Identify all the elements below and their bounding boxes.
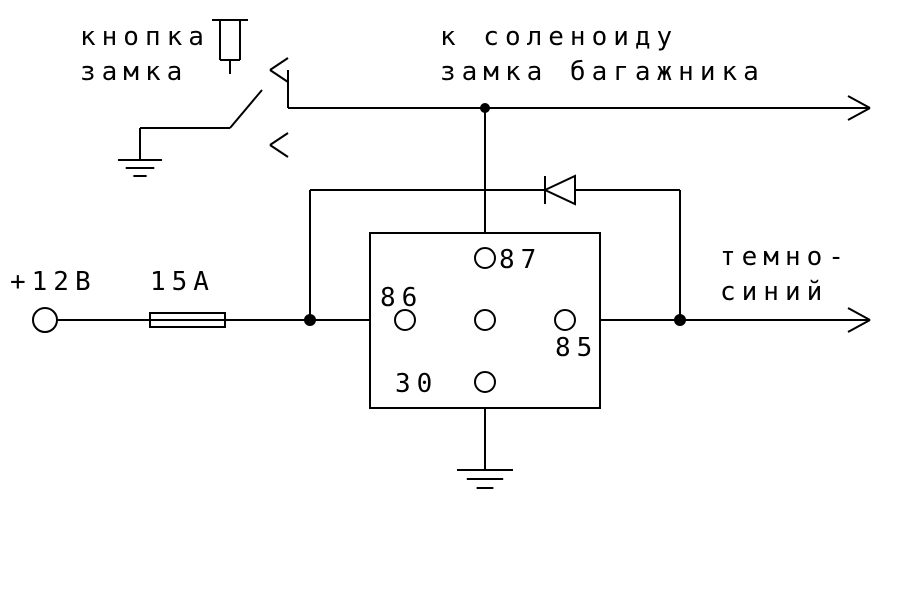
terminal-12v — [33, 308, 57, 332]
label-button-line2: замка — [80, 57, 188, 87]
label-pin-85: 85 — [555, 333, 598, 363]
circuit-schematic: кнопка замка к соленоиду замка багажника +12… — [0, 0, 922, 600]
diode-triangle — [545, 176, 575, 204]
junction — [481, 104, 489, 112]
pin-85 — [555, 310, 575, 330]
arrow-color — [848, 320, 870, 332]
label-wire-color-1: темно- — [720, 242, 850, 272]
pin-86 — [395, 310, 415, 330]
switch-contact-lower — [270, 133, 288, 145]
switch-contact-upper — [270, 58, 288, 70]
label-fuse: 15А — [150, 267, 215, 297]
arrow-solenoid — [848, 96, 870, 108]
label-pin-86: 86 — [380, 283, 423, 313]
label-wire-color-2: синий — [720, 277, 828, 307]
label-solenoid-line1: к соленоиду — [440, 22, 678, 52]
label-voltage: +12В — [10, 267, 97, 297]
label-solenoid-line2: замка багажника — [440, 57, 765, 87]
label-button-line1: кнопка — [80, 22, 210, 52]
pin-87 — [475, 248, 495, 268]
pin-center — [475, 310, 495, 330]
switch-contact-lower — [270, 145, 288, 157]
switch-contact-upper — [270, 70, 288, 82]
switch-arm — [230, 90, 262, 128]
arrow-color — [848, 308, 870, 320]
label-pin-87: 87 — [499, 245, 542, 275]
pin-30 — [475, 372, 495, 392]
label-pin-30: 30 — [395, 369, 438, 399]
arrow-solenoid — [848, 108, 870, 120]
